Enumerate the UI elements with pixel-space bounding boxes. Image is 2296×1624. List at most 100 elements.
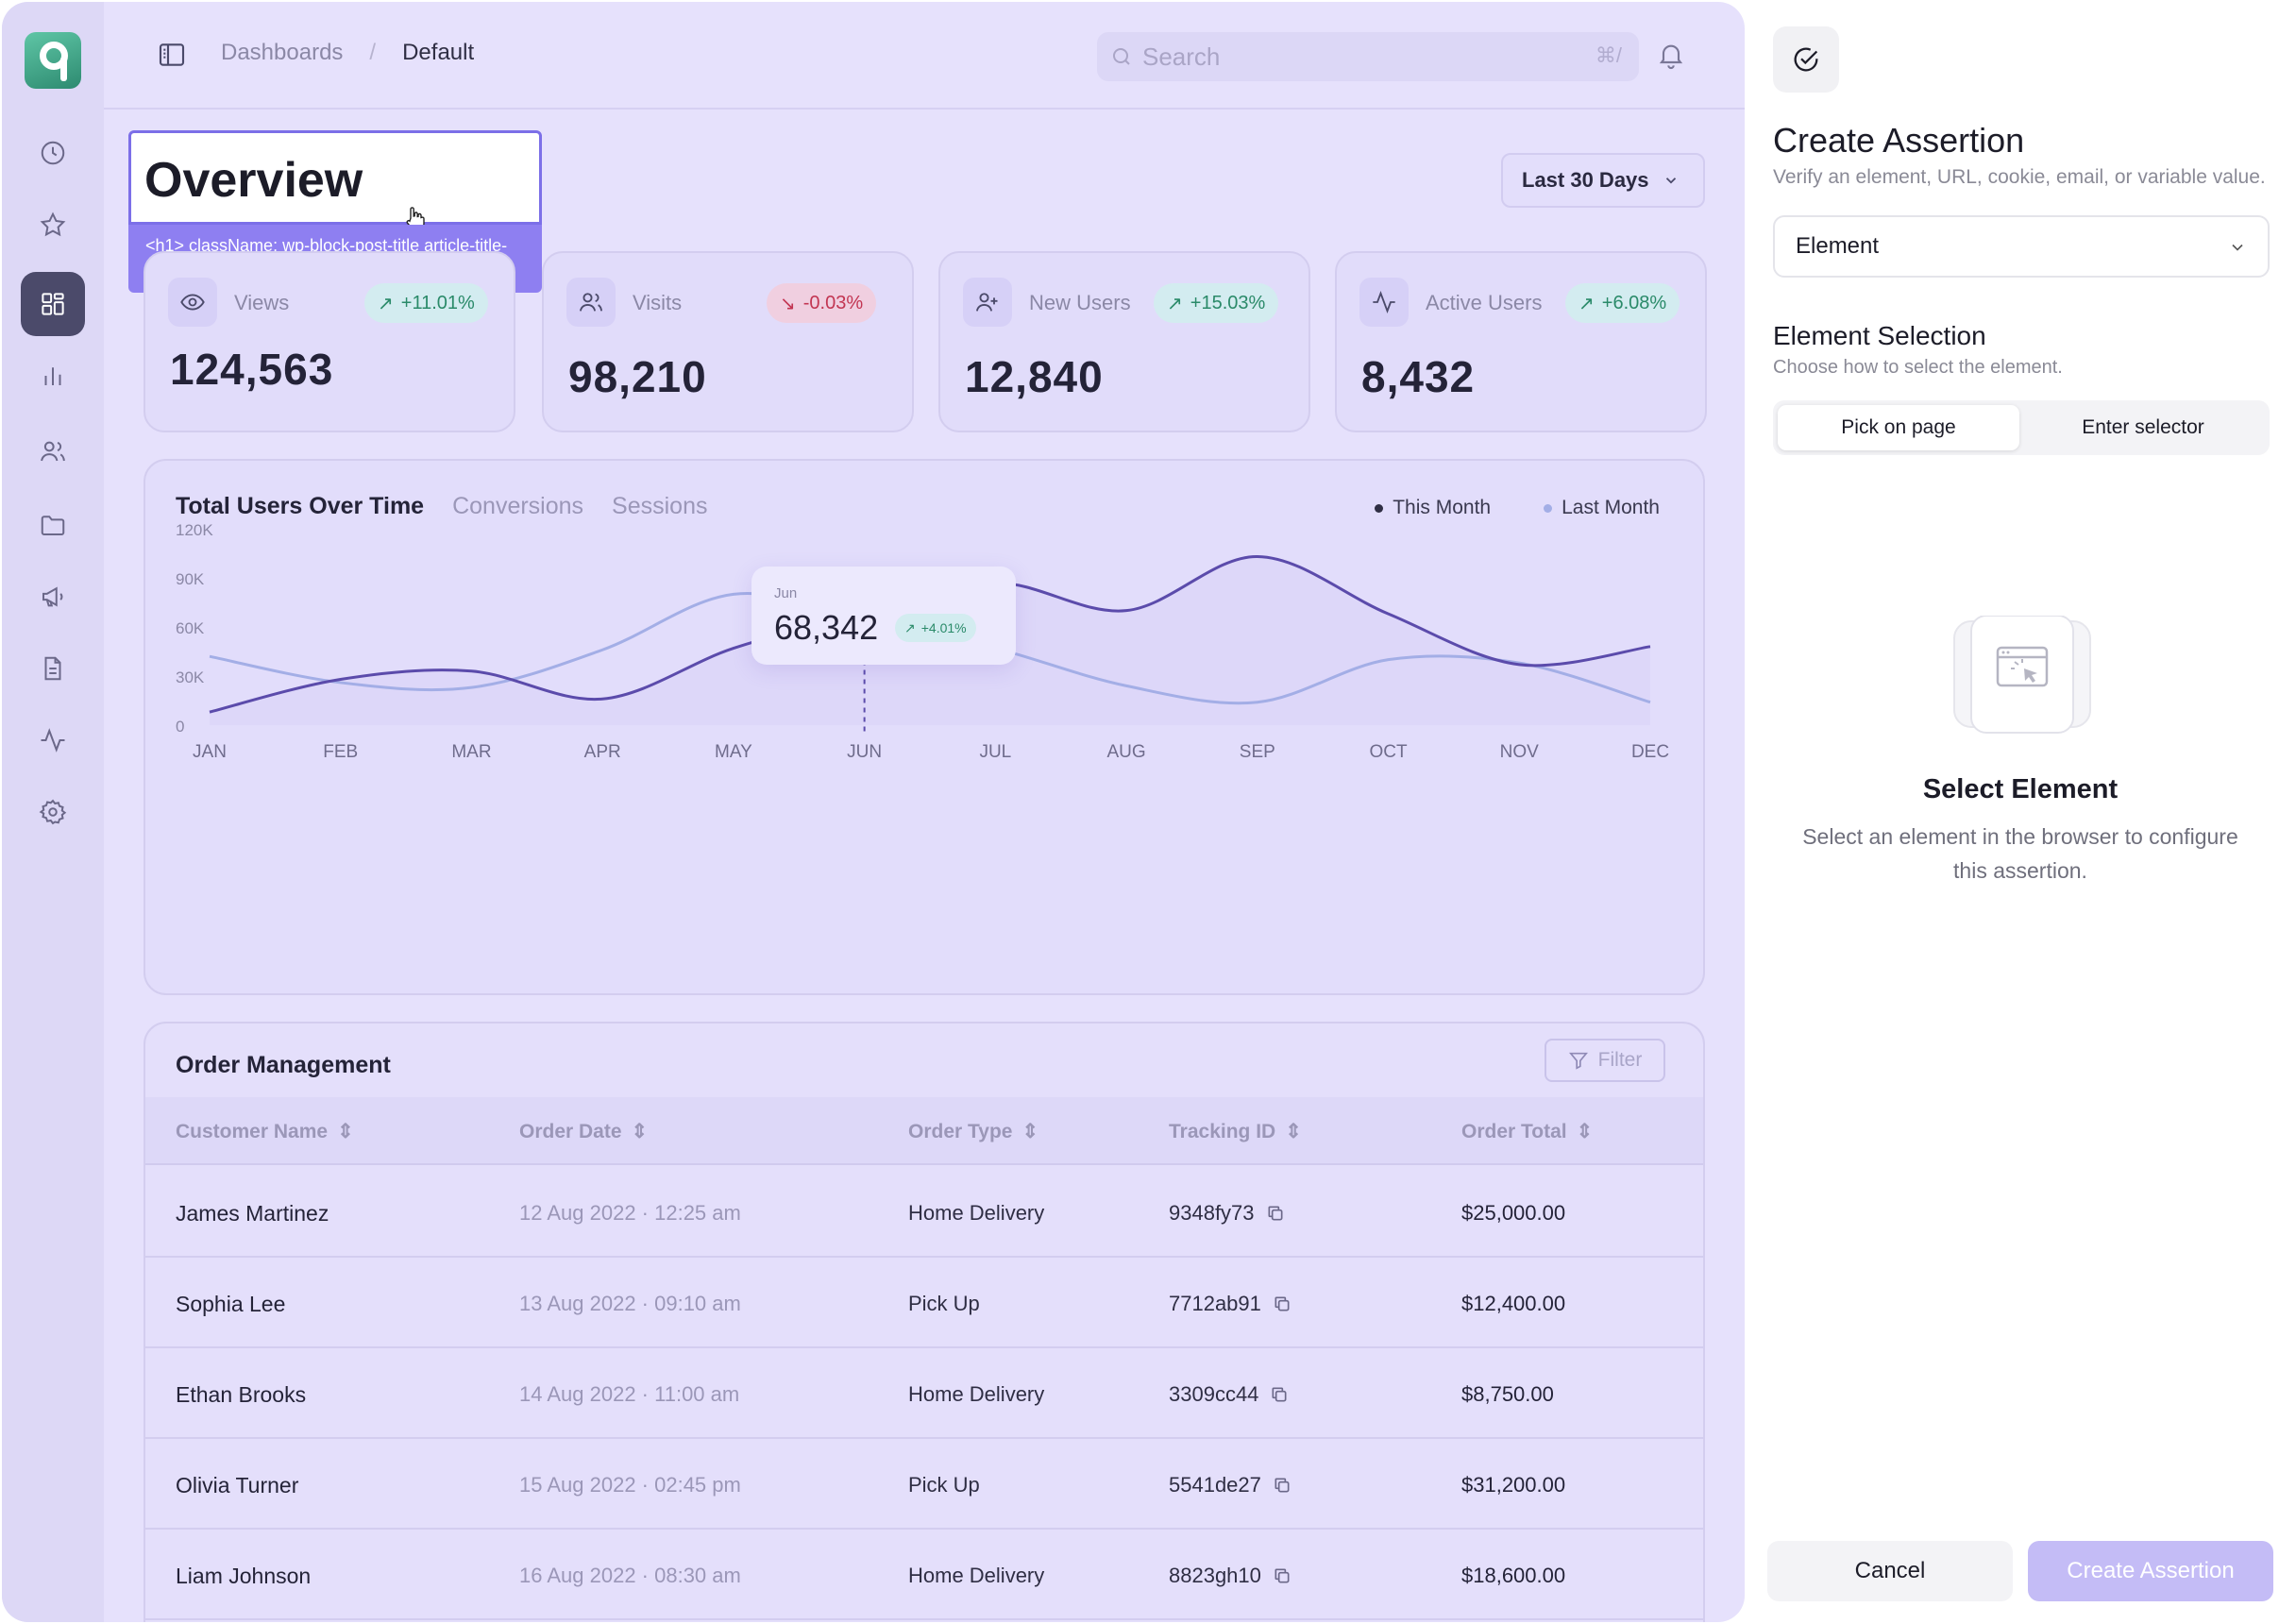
- folder-icon[interactable]: [21, 493, 85, 557]
- x-tick-label: MAY: [715, 742, 752, 762]
- assertion-type-select[interactable]: Element: [1773, 215, 2270, 278]
- cell-order-date: 12 Aug 2022 · 12:25 am: [519, 1201, 741, 1225]
- users-icon[interactable]: [21, 419, 85, 483]
- y-tick-label: 120K: [176, 521, 213, 539]
- table-row[interactable]: James Martinez 12 Aug 2022 · 12:25 am Home…: [145, 1167, 1703, 1258]
- cell-order-type: Home Delivery: [908, 1382, 1045, 1406]
- pick-on-page-button[interactable]: Pick on page: [1778, 405, 2019, 450]
- cell-tracking-id: 5541de27: [1169, 1473, 1292, 1497]
- search-input[interactable]: [1142, 32, 1539, 81]
- activity-icon[interactable]: [21, 708, 85, 772]
- table-row[interactable]: Olivia Turner 15 Aug 2022 · 02:45 pm Pick …: [145, 1439, 1703, 1530]
- x-tick-label: JAN: [193, 742, 227, 762]
- stat-change-badge: ↗ +15.03%: [1154, 283, 1279, 323]
- chevron-down-icon: [1665, 178, 1676, 184]
- column-header-tracking[interactable]: Tracking ID ⇕: [1169, 1120, 1302, 1143]
- cell-order-date: 15 Aug 2022 · 02:45 pm: [519, 1473, 741, 1497]
- cell-order-type: Home Delivery: [908, 1201, 1045, 1225]
- icon-rail: [2, 2, 104, 1622]
- copy-icon[interactable]: [1266, 1204, 1285, 1223]
- x-tick-label: DEC: [1631, 742, 1669, 762]
- filter-button[interactable]: Filter: [1545, 1039, 1665, 1082]
- y-tick-label: 90K: [176, 570, 205, 588]
- cell-tracking-id: 3309cc44: [1169, 1382, 1289, 1407]
- x-tick-label: SEP: [1240, 742, 1275, 762]
- page-title[interactable]: Overview: [144, 153, 363, 208]
- breadcrumb-dashboards[interactable]: Dashboards: [221, 40, 344, 65]
- tab-sessions[interactable]: Sessions: [612, 493, 708, 519]
- table-header: Customer Name ⇕ Order Date ⇕ Order Type ⇕ T…: [145, 1097, 1703, 1165]
- stat-change-badge: ↗ +11.01%: [364, 283, 488, 323]
- clock-icon[interactable]: [21, 121, 85, 185]
- copy-icon[interactable]: [1273, 1294, 1292, 1313]
- panel-subtitle: Verify an element, URL, cookie, email, o…: [1773, 166, 2266, 188]
- copy-icon[interactable]: [1273, 1476, 1292, 1495]
- column-header-type[interactable]: Order Type ⇕: [908, 1120, 1039, 1143]
- column-header-customer[interactable]: Customer Name ⇕: [176, 1120, 354, 1143]
- cell-tracking-id: 7712ab91: [1169, 1292, 1292, 1316]
- cell-tracking-id: 9348fy73: [1169, 1201, 1285, 1226]
- sort-icon: ⇕: [337, 1121, 354, 1142]
- orders-title: Order Management: [176, 1052, 391, 1078]
- stat-value: 8,432: [1361, 352, 1476, 401]
- sidebar-toggle-icon[interactable]: [157, 40, 187, 70]
- table-row[interactable]: Ethan Brooks 14 Aug 2022 · 11:00 am Home D…: [145, 1348, 1703, 1439]
- cancel-button[interactable]: Cancel: [1767, 1541, 2013, 1601]
- arrow-down-right-icon: ↘: [780, 293, 796, 314]
- legend-this-month: This Month: [1375, 497, 1491, 519]
- y-tick-label: 30K: [176, 668, 205, 686]
- copy-icon[interactable]: [1270, 1385, 1289, 1404]
- table-row[interactable]: Sophia Lee 13 Aug 2022 · 09:10 am Pick Up 7…: [145, 1258, 1703, 1348]
- user-plus-icon: [963, 278, 1012, 327]
- x-tick-label: MAR: [451, 742, 491, 762]
- settings-icon[interactable]: [21, 780, 85, 844]
- cell-order-total: $31,200.00: [1461, 1473, 1566, 1497]
- sort-icon: ⇕: [1285, 1121, 1302, 1142]
- enter-selector-button[interactable]: Enter selector: [2082, 416, 2204, 438]
- chevron-down-icon: [2232, 244, 2243, 251]
- chart-legend: This Month Last Month: [1375, 497, 1660, 519]
- date-range-label: Last 30 Days: [1522, 168, 1649, 192]
- cell-customer-name: Liam Johnson: [176, 1564, 312, 1588]
- x-tick-label: OCT: [1369, 742, 1408, 762]
- y-tick-label: 60K: [176, 619, 205, 637]
- megaphone-icon[interactable]: [21, 565, 85, 629]
- cell-order-type: Pick Up: [908, 1473, 980, 1497]
- sort-icon: ⇕: [1576, 1121, 1594, 1142]
- search-box[interactable]: ⌘/: [1097, 32, 1639, 81]
- x-tick-label: AUG: [1106, 742, 1145, 762]
- tab-conversions[interactable]: Conversions: [452, 493, 584, 519]
- column-header-date[interactable]: Order Date ⇕: [519, 1120, 649, 1143]
- stat-label: Active Users: [1426, 291, 1543, 314]
- date-range-dropdown[interactable]: Last 30 Days: [1501, 153, 1705, 208]
- sort-icon: ⇕: [1021, 1121, 1039, 1142]
- bar-chart-icon[interactable]: [21, 344, 85, 408]
- cell-tracking-id: 8823gh10: [1169, 1564, 1292, 1588]
- document-icon[interactable]: [21, 636, 85, 701]
- tooltip-value: 68,342: [774, 608, 879, 647]
- y-tick-label: 0: [176, 718, 184, 736]
- users-chart-panel: 0 30K 60K 90K 120K JAN FEB MAR APR MAY JUN JUL AUG SE…: [144, 459, 1705, 995]
- star-icon[interactable]: [21, 193, 85, 257]
- column-header-total[interactable]: Order Total ⇕: [1461, 1120, 1594, 1143]
- cell-customer-name: Ethan Brooks: [176, 1382, 307, 1407]
- dashboard-main: Dashboards / Default ⌘/ Overview <h1> cl…: [104, 2, 1745, 1622]
- stat-label: Visits: [633, 291, 683, 314]
- create-assertion-button[interactable]: Create Assertion: [2028, 1541, 2273, 1601]
- app-logo[interactable]: [25, 32, 81, 89]
- tab-total-users[interactable]: Total Users Over Time: [176, 493, 425, 519]
- table-row[interactable]: Liam Johnson 16 Aug 2022 · 08:30 am Home D…: [145, 1530, 1703, 1620]
- arrow-up-right-icon: ↗: [904, 619, 916, 635]
- cell-customer-name: Olivia Turner: [176, 1473, 299, 1497]
- search-shortcut: ⌘/: [1595, 43, 1622, 67]
- dashboard-icon[interactable]: [21, 272, 85, 336]
- stat-value: 12,840: [965, 352, 1104, 401]
- cell-order-total: $12,400.00: [1461, 1292, 1566, 1315]
- tooltip-month: Jun: [774, 585, 798, 601]
- cell-order-date: 13 Aug 2022 · 09:10 am: [519, 1292, 741, 1315]
- overview-heading-highlight[interactable]: Overview: [128, 130, 542, 230]
- copy-icon[interactable]: [1273, 1566, 1292, 1585]
- tooltip-change-badge: ↗ +4.01%: [895, 614, 976, 642]
- section-subtitle: Choose how to select the element.: [1773, 357, 2063, 378]
- bell-icon[interactable]: [1656, 40, 1686, 70]
